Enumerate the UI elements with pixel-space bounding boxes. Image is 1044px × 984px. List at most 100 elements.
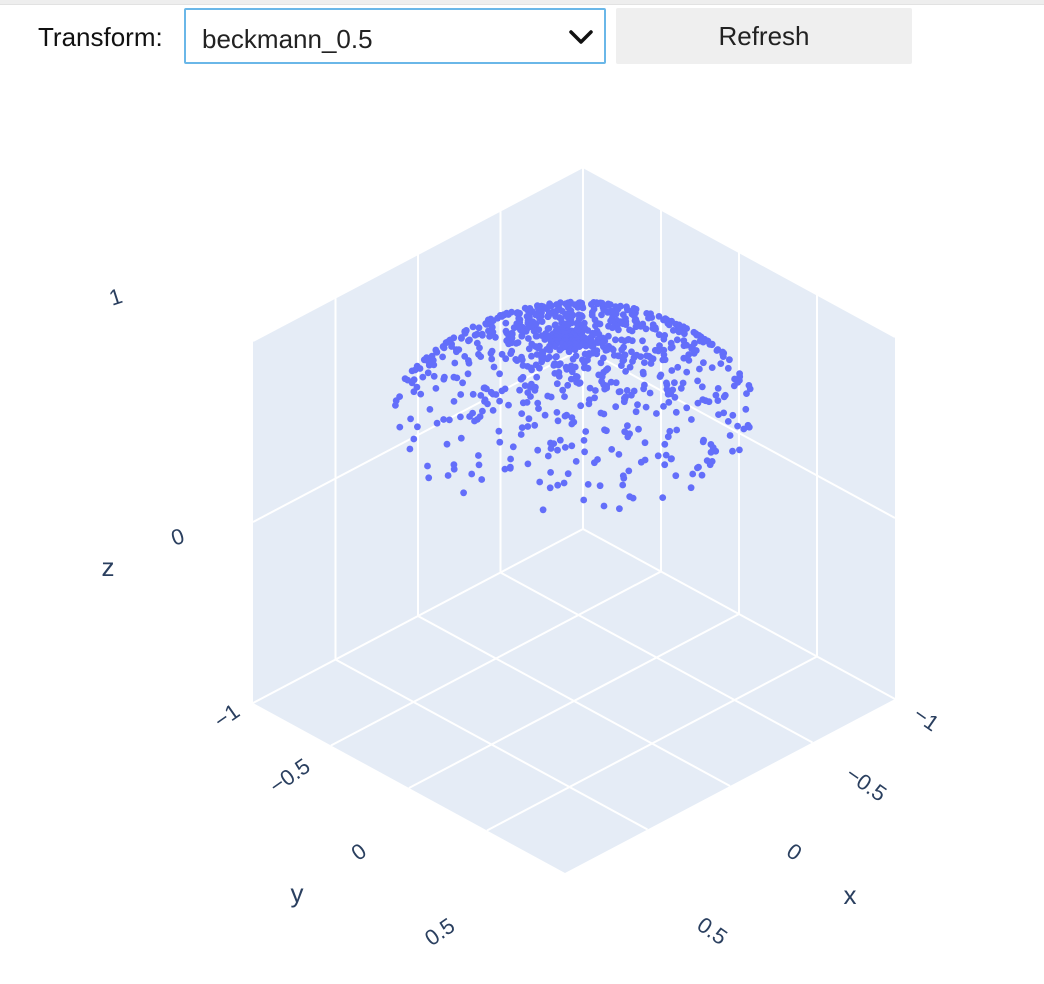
scatter-point [541, 411, 549, 419]
scatter-point [600, 410, 608, 418]
scatter-point [726, 432, 734, 439]
scatter-point [440, 375, 448, 383]
scatter-point [628, 391, 635, 399]
scatter-point [621, 337, 628, 345]
scatter-point [534, 344, 542, 352]
scatter-point [533, 373, 541, 381]
scatter-point [604, 308, 612, 316]
scatter-point [660, 403, 667, 410]
scatter-point [536, 478, 544, 486]
x-tick-label: −0.5 [841, 761, 891, 806]
scatter-point [699, 396, 707, 403]
scatter-point [598, 311, 605, 319]
scatter-point [600, 502, 608, 510]
scatter-point [440, 344, 448, 352]
y-grid-line [486, 655, 818, 832]
scatter-point [509, 443, 517, 451]
scatter-point [607, 378, 615, 386]
scatter-point [622, 321, 630, 328]
z-grid-line [252, 347, 584, 523]
scatter-point [568, 420, 576, 428]
scatter-point [608, 446, 616, 453]
scatter-point [713, 347, 721, 354]
scatter-point [406, 445, 414, 453]
scatter-point [623, 387, 631, 394]
scatter-point [475, 324, 483, 332]
scatter-point [407, 415, 414, 423]
scatter-point [666, 427, 674, 435]
scatter-point [575, 380, 583, 387]
scatter-point [554, 446, 561, 454]
scatter-point [653, 410, 660, 417]
scatter-point [642, 345, 649, 353]
scatter-point [556, 436, 564, 444]
z-grid-line [582, 347, 896, 519]
scatter-point [510, 324, 518, 332]
scatter-point [693, 331, 701, 339]
scatter-point [552, 353, 560, 361]
scatter-point [528, 366, 535, 374]
scatter-point [471, 417, 478, 425]
scatter-point [486, 333, 493, 340]
scatter-point [661, 461, 669, 469]
scatter-point [604, 302, 612, 309]
scatter-point [730, 382, 738, 390]
scatter-point [410, 388, 418, 396]
transform-select[interactable]: beckmann_0.5 [184, 8, 606, 64]
scatter-point [525, 415, 533, 423]
scatter-point [577, 402, 585, 410]
scatter-point [517, 375, 525, 383]
scatter-point [720, 409, 728, 417]
scatter3d-chart[interactable]: −1 −0.5 0 0.5 −1 −0.5 0 0.5 0 1 x y z [0, 80, 1044, 980]
scatter-point [539, 506, 547, 514]
scatter-point [433, 419, 441, 427]
scatter-point [603, 427, 610, 435]
scatter-point [724, 364, 732, 372]
scatter-point [640, 370, 647, 378]
scatter-point [544, 355, 551, 363]
scatter-point [498, 387, 506, 395]
scatter-point [524, 460, 532, 468]
scatter-point [652, 325, 659, 333]
scatter-point [525, 345, 533, 353]
scatter-point [564, 470, 572, 478]
scatter-point [547, 445, 555, 452]
scatter-point [594, 300, 602, 307]
scatter-point [646, 389, 654, 397]
scatter-point [609, 346, 617, 354]
scatter-point [444, 472, 452, 479]
scatter-point [460, 489, 467, 497]
y-tick-label: −0.5 [265, 753, 315, 798]
y-grid-line [408, 613, 740, 789]
scatter-point [554, 417, 562, 425]
scatter-point [554, 481, 562, 489]
refresh-button[interactable]: Refresh [616, 8, 912, 64]
scatter-point [635, 425, 642, 433]
scatter-point [634, 401, 641, 409]
scatter-point [584, 364, 592, 372]
scatter-point [469, 390, 477, 398]
scatter-point [700, 359, 707, 367]
top-divider [0, 0, 1044, 5]
scatter-point [464, 370, 472, 378]
scatter-point [612, 379, 620, 387]
scatter-point [426, 406, 434, 413]
scatter-point [517, 431, 525, 438]
scatter-point [522, 328, 530, 335]
scatter-point [561, 444, 569, 451]
scatter-point [620, 398, 628, 406]
scatter-point [665, 321, 673, 329]
scatter-point [518, 410, 526, 417]
scatter-point [639, 337, 646, 345]
z-tick-label: 1 [106, 283, 125, 311]
scatter-point [673, 426, 681, 434]
scatter-point [592, 322, 599, 330]
scatter-point [558, 307, 566, 315]
scatter-point [581, 448, 588, 456]
scatter-point [729, 447, 736, 455]
scatter-point [425, 474, 433, 482]
scatter-point [726, 356, 733, 364]
scatter-point [567, 375, 575, 383]
scatter-point [496, 438, 504, 446]
x-tick-label: 0.5 [693, 912, 732, 950]
